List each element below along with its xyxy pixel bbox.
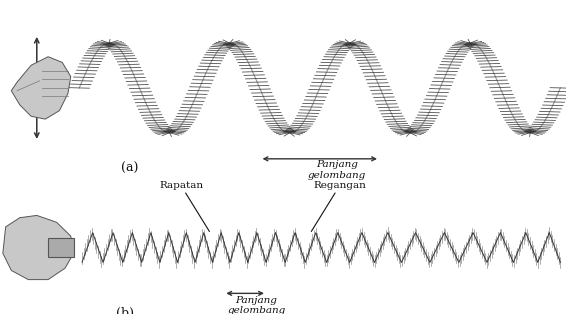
Text: (b): (b) [115, 307, 134, 314]
Text: (a): (a) [122, 162, 139, 175]
Text: Regangan: Regangan [311, 181, 366, 231]
Polygon shape [11, 57, 71, 119]
Text: Panjang
gelombang: Panjang gelombang [308, 160, 366, 180]
Text: Panjang
gelombang: Panjang gelombang [228, 296, 286, 314]
FancyBboxPatch shape [48, 238, 74, 257]
Polygon shape [3, 215, 74, 279]
Text: Rapatan: Rapatan [159, 181, 209, 231]
